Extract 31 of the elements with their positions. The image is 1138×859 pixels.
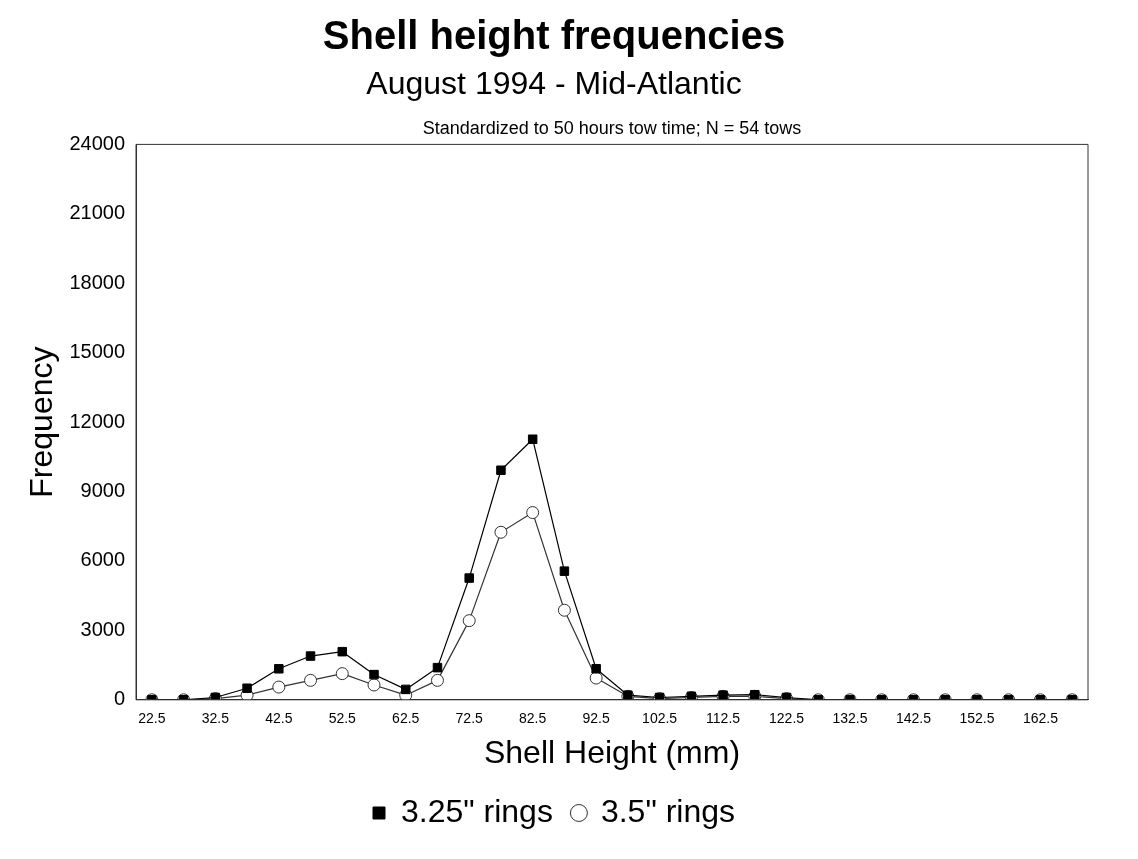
x-tick-label: 22.5	[138, 710, 166, 727]
x-axis-title: Shell Height (mm)	[483, 733, 741, 770]
x-tick-label: 152.5	[959, 710, 995, 727]
y-tick-label: 12000	[69, 409, 126, 432]
y-axis-title: Frequency	[23, 346, 60, 498]
x-tick-label: 122.5	[769, 710, 805, 727]
y-tick-label: 24000	[69, 131, 126, 154]
chart-title: Shell height frequencies	[322, 13, 786, 58]
chart-subtitle: August 1994 - Mid-Atlantic	[366, 65, 742, 102]
legend-label: 3.25" rings	[401, 792, 553, 829]
x-tick-label: 52.5	[328, 710, 357, 727]
x-tick-label: 62.5	[392, 710, 420, 727]
y-tick-label: 6000	[80, 548, 126, 571]
x-tick-label: 102.5	[642, 710, 678, 727]
y-tick-label: 9000	[80, 479, 126, 502]
x-tick-label: 92.5	[582, 710, 610, 727]
x-tick-label: 132.5	[832, 710, 868, 727]
y-tick-label: 0	[113, 687, 126, 710]
x-tick-label: 42.5	[265, 710, 293, 727]
y-tick-label: 15000	[69, 340, 126, 363]
y-tick-label: 3000	[80, 617, 126, 640]
x-tick-label: 162.5	[1022, 710, 1059, 727]
y-tick-label: 18000	[69, 270, 126, 293]
x-tick-label: 112.5	[706, 710, 741, 727]
x-tick-label: 72.5	[455, 710, 484, 727]
x-tick-label: 82.5	[519, 710, 547, 727]
y-tick-label: 21000	[69, 201, 126, 224]
text: Standardized to 50 hours tow time; N = 54 tows	[422, 118, 802, 139]
x-tick-label: 32.5	[201, 710, 230, 727]
legend-label: 3.5" rings	[600, 792, 735, 829]
x-tick-label: 142.5	[895, 710, 932, 727]
